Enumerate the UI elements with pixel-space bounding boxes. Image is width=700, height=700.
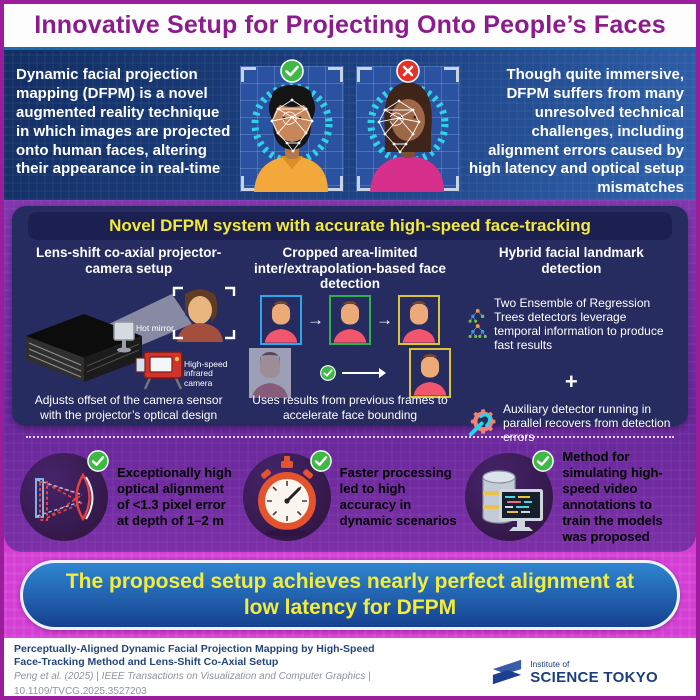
dotted-divider xyxy=(26,436,674,438)
middle-zone: Novel DFPM system with accurate high-spe… xyxy=(4,200,696,552)
face-thumbnail-icon xyxy=(328,294,371,345)
result-text: Faster processing led to high accuracy i… xyxy=(339,465,457,528)
logo-line-1: Institute of xyxy=(530,658,570,669)
face-scan-aligned xyxy=(240,59,344,192)
result-simulation-method: Method for simulating high-speed video a… xyxy=(465,444,680,550)
infrared-camera-label: High-speed infrared camera xyxy=(184,359,228,388)
citation-authors: Peng et al. (2025) xyxy=(14,671,94,683)
column-heading: Lens-shift co-axial projector-camera set… xyxy=(36,245,222,276)
check-icon xyxy=(320,364,336,381)
bracket-icon xyxy=(444,67,459,82)
plus-icon: + xyxy=(564,369,578,395)
check-icon xyxy=(309,450,332,472)
check-icon xyxy=(280,59,304,83)
conclusion-strip: The proposed setup achieves nearly perfe… xyxy=(4,552,696,638)
projector-setup-illustration: Hot mirror High-speed infrared camera xyxy=(18,278,239,394)
title-bar: Innovative Setup for Projecting Onto Peo… xyxy=(4,4,696,50)
bracket-icon xyxy=(328,176,343,191)
conclusion-banner: The proposed setup achieves nearly perfe… xyxy=(20,560,680,630)
citation-separator: | xyxy=(368,671,371,683)
arrow-icon: → xyxy=(306,310,324,330)
database-monitor-icon xyxy=(465,450,555,541)
logo-text: Institute of SCIENCE TOKYO xyxy=(530,659,658,686)
detection-row-1: → → xyxy=(249,294,450,345)
system-panel: Novel DFPM system with accurate high-spe… xyxy=(12,206,688,444)
bracket-icon xyxy=(357,67,372,82)
logo-line-2: SCIENCE TOKYO xyxy=(530,668,658,686)
auxiliary-detector-text: Auxiliary detector running in parallel r… xyxy=(503,401,671,445)
result-optical-alignment: Exceptionally high optical alignment of … xyxy=(20,444,235,550)
man-face-mesh-illustration xyxy=(251,83,333,192)
intro-section: Dynamic facial projection mapping (DFPM)… xyxy=(4,50,696,200)
system-header: Novel DFPM system with accurate high-spe… xyxy=(27,212,673,240)
projector-camera-diagram-icon xyxy=(26,286,236,390)
auxiliary-detector-row: Auxiliary detector running in parallel r… xyxy=(461,394,682,452)
ert-text: Two Ensemble of Regression Trees detecto… xyxy=(494,295,664,353)
column-projector-setup: Lens-shift co-axial projector-camera set… xyxy=(18,243,239,425)
citation-block: Perceptually-Aligned Dynamic Facial Proj… xyxy=(14,643,382,696)
science-tokyo-logo-icon xyxy=(493,659,522,685)
column-face-detection: Cropped area-limited inter/extrapolation… xyxy=(239,243,460,425)
bracket-icon xyxy=(241,176,256,191)
citation-doi: 10.1109/TVCG.2025.3527203 xyxy=(14,685,147,696)
system-columns: Lens-shift co-axial projector-camera set… xyxy=(18,243,682,444)
check-icon xyxy=(87,450,109,472)
bracket-icon xyxy=(357,176,372,191)
face-detection-illustration: → → xyxy=(239,294,460,398)
column-heading: Cropped area-limited inter/extrapolation… xyxy=(253,245,447,292)
result-faster-processing: Faster processing led to high accuracy i… xyxy=(242,444,458,550)
citation-separator: | xyxy=(96,671,99,683)
face-scan-panels xyxy=(240,59,460,192)
column-caption: Adjusts offset of the camera sensor with… xyxy=(34,393,223,422)
result-text: Method for simulating high-speed video a… xyxy=(562,449,663,544)
regression-trees-icon xyxy=(468,308,487,339)
woman-face-mesh-illustration xyxy=(367,82,449,192)
cross-icon xyxy=(396,59,420,83)
hot-mirror-label: Hot mirror xyxy=(136,323,174,334)
system-section: Novel DFPM system with accurate high-spe… xyxy=(4,200,696,552)
footer: Perceptually-Aligned Dynamic Facial Proj… xyxy=(4,638,696,696)
intro-right-text: Though quite immersive, DFPM suffers fro… xyxy=(468,66,684,197)
bracket-icon xyxy=(444,176,459,191)
paper-title: Perceptually-Aligned Dynamic Facial Proj… xyxy=(14,643,375,669)
check-icon xyxy=(532,450,555,472)
column-landmark-detection: Hybrid facial landmark detection xyxy=(461,243,682,444)
face-thumbnail-icon xyxy=(408,347,451,398)
face-thumbnail-previous-frame-icon xyxy=(249,347,292,398)
stopwatch-icon xyxy=(242,450,332,541)
institute-logo: Institute of SCIENCE TOKYO xyxy=(491,650,658,694)
face-thumbnail-icon xyxy=(397,294,440,345)
detection-row-2-middle xyxy=(296,364,403,381)
optical-alignment-icon xyxy=(20,450,109,541)
face-scan-misaligned xyxy=(356,59,460,192)
result-text: Exceptionally high optical alignment of … xyxy=(117,465,232,528)
intro-left-text: Dynamic facial projection mapping (DFPM)… xyxy=(16,66,231,178)
arrow-icon xyxy=(341,367,386,378)
bracket-icon xyxy=(328,67,343,82)
page-title: Innovative Setup for Projecting Onto Peo… xyxy=(34,11,666,39)
bracket-icon xyxy=(241,67,256,82)
gear-wrench-icon xyxy=(468,409,496,437)
citation-journal: IEEE Transactions on Visualization and C… xyxy=(101,671,366,683)
ert-row: Two Ensemble of Regression Trees detecto… xyxy=(461,278,682,370)
column-caption: Uses results from previous frames to acc… xyxy=(252,393,448,422)
citation-line: Peng et al. (2025) | IEEE Transactions o… xyxy=(14,671,382,684)
results-row: Exceptionally high optical alignment of … xyxy=(12,444,688,550)
column-heading: Hybrid facial landmark detection xyxy=(498,245,644,276)
arrow-icon: → xyxy=(375,310,393,330)
detection-row-2 xyxy=(249,347,451,398)
face-thumbnail-icon xyxy=(259,294,302,345)
